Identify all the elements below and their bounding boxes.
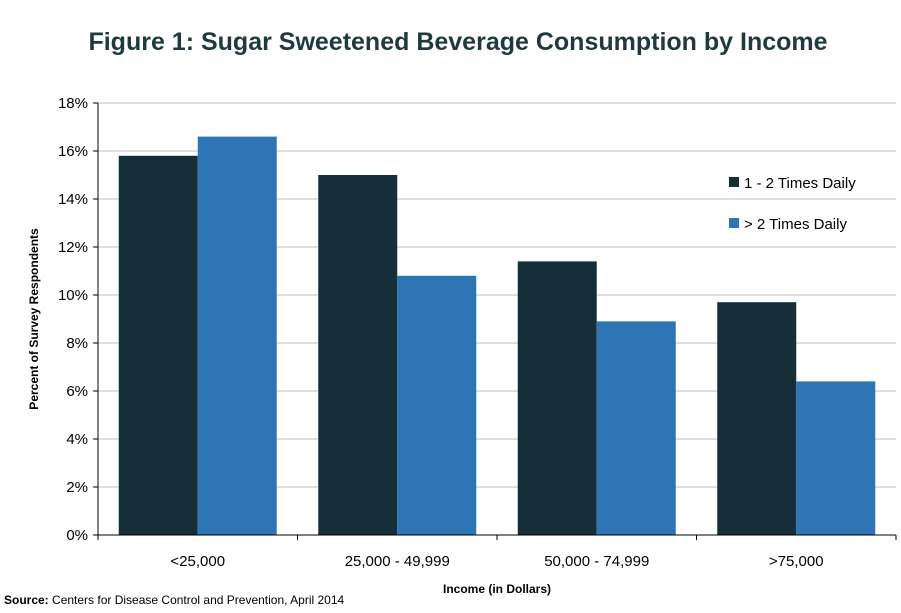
x-tick-label: 50,000 - 74,999 <box>544 553 649 570</box>
x-tick-label: >75,000 <box>769 553 824 570</box>
legend-label-1: 1 - 2 Times Daily <box>744 175 856 192</box>
bar-2 <box>197 136 277 535</box>
y-tick-label: 18% <box>58 95 88 112</box>
bar-1 <box>717 302 797 535</box>
source-text: Centers for Disease Control and Preventi… <box>52 593 345 607</box>
bar-2 <box>596 321 676 535</box>
bar-1 <box>318 175 398 535</box>
x-axis-ticks: <25,000 25,000 - 49,999 50,000 - 74,999 >75… <box>97 535 897 570</box>
bar-2 <box>397 275 477 535</box>
y-tick-label: 12% <box>58 239 88 256</box>
bar-1 <box>118 155 198 536</box>
x-axis-title: Income (in Dollars) <box>443 582 551 596</box>
x-tick-label: 25,000 - 49,999 <box>345 553 450 570</box>
legend-swatch-2 <box>729 218 739 228</box>
y-tick-label: 8% <box>66 335 88 352</box>
y-axis-title: Percent of Survey Respondents <box>27 228 41 410</box>
y-tick-label: 0% <box>66 527 88 544</box>
bar-1 <box>517 261 597 535</box>
chart-title: Figure 1: Sugar Sweetened Beverage Consu… <box>88 28 827 56</box>
y-axis-ticks: 0% 2% 4% 6% 8% 10% 12% 14% 16% 18% <box>58 95 98 544</box>
source-note: Source: Centers for Disease Control and … <box>4 593 344 607</box>
y-tick-label: 4% <box>66 431 88 448</box>
source-label: Source: <box>4 593 49 607</box>
legend-swatch-1 <box>729 177 739 187</box>
y-tick-label: 2% <box>66 479 88 496</box>
x-tick-label: <25,000 <box>170 553 225 570</box>
legend: 1 - 2 Times Daily > 2 Times Daily <box>729 175 856 233</box>
y-tick-label: 14% <box>58 191 88 208</box>
y-tick-label: 16% <box>58 143 88 160</box>
y-tick-label: 10% <box>58 287 88 304</box>
y-tick-label: 6% <box>66 383 88 400</box>
bars <box>118 136 876 536</box>
legend-label-2: > 2 Times Daily <box>744 216 847 233</box>
bar-2 <box>796 381 876 535</box>
